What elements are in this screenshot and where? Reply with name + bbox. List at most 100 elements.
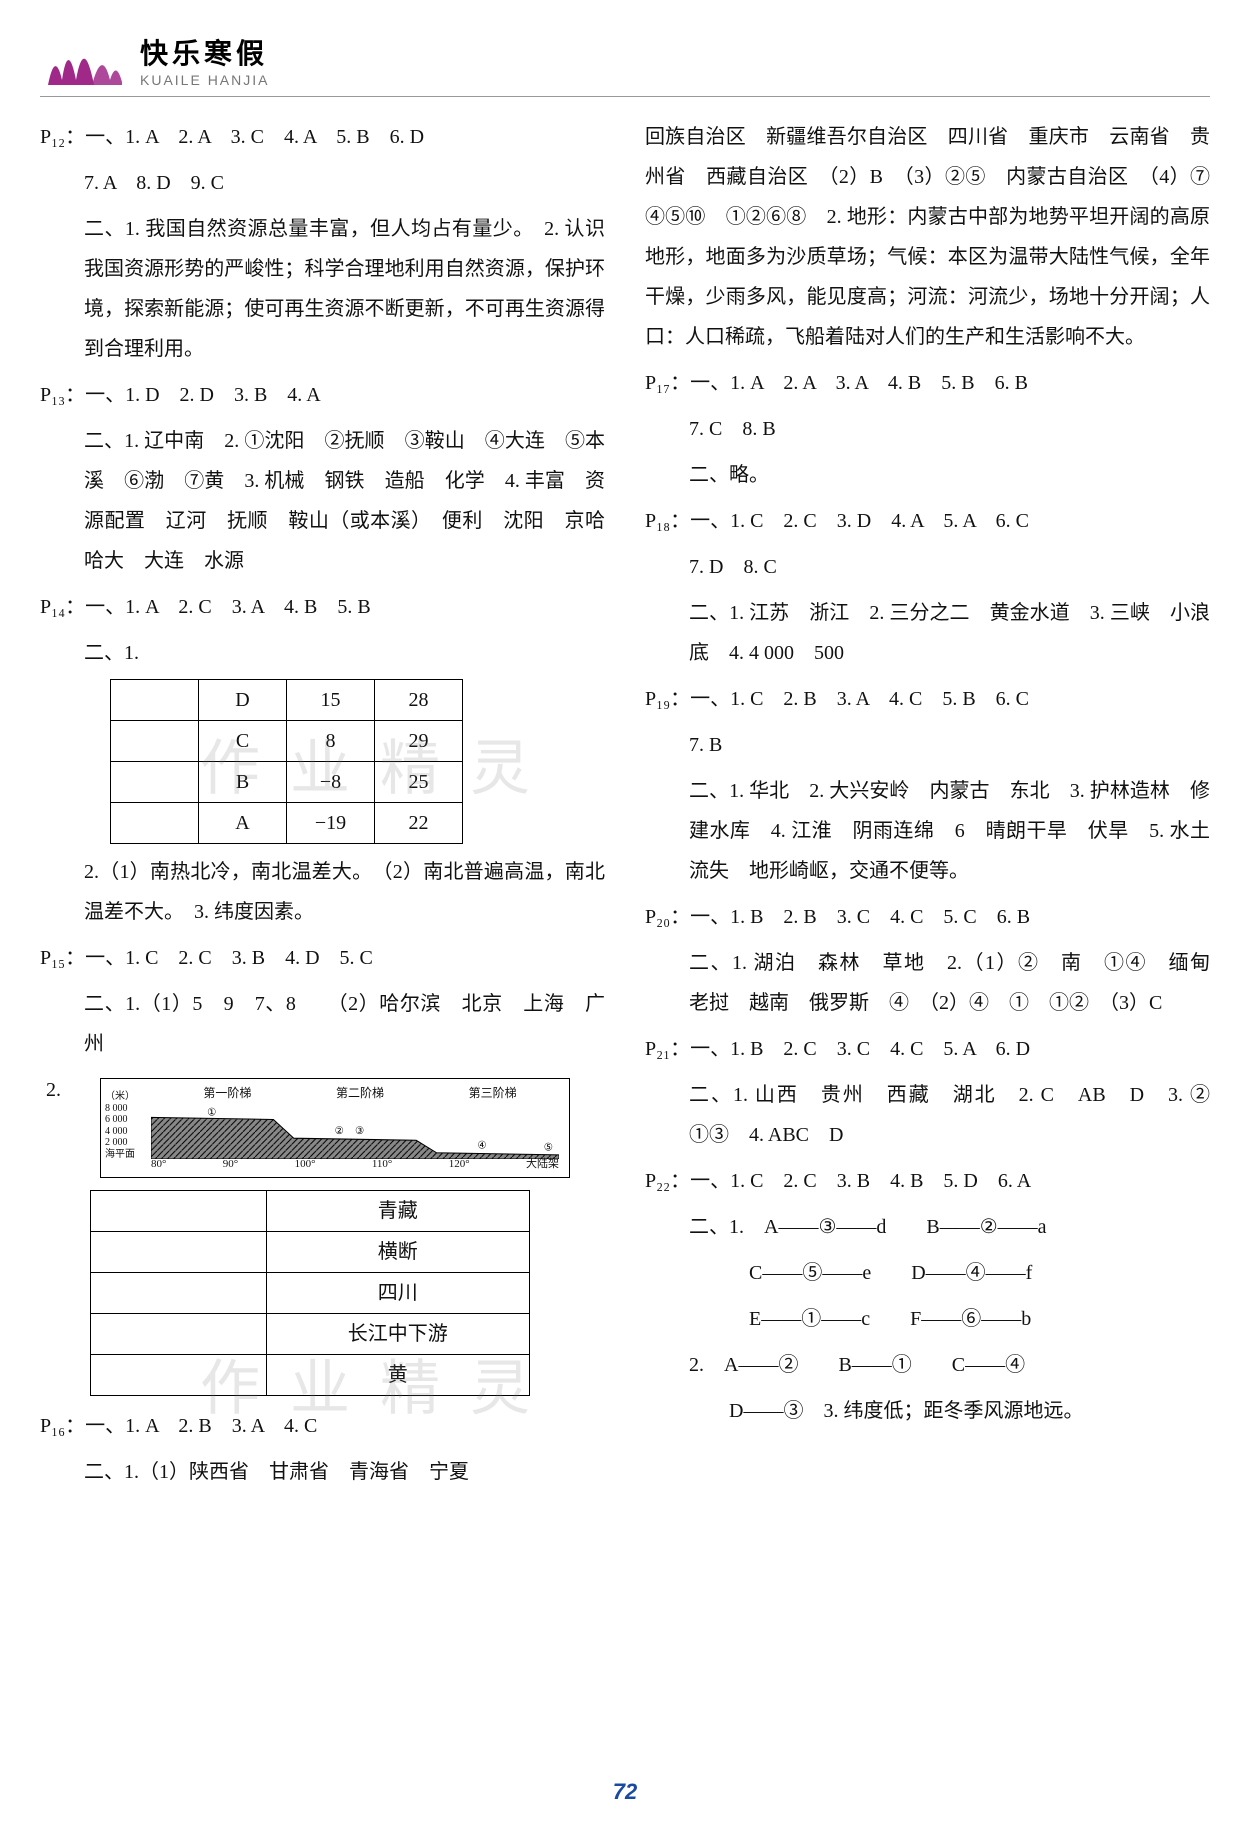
svg-text:②: ② xyxy=(335,1126,344,1137)
terrain-shape: ① ② ③ ④ ⑤ xyxy=(151,1107,559,1159)
p12-line2: 7. A 8. D 9. C xyxy=(40,163,605,203)
page-number: 72 xyxy=(0,1779,1250,1805)
right-continuation: 回族自治区 新疆维吾尔自治区 四川省 重庆市 云南省 贵州省 西藏自治区 （2）… xyxy=(645,117,1210,357)
p15-line2: 二、1.（1）5 9 7、8 （2）哈尔滨 北京 上海 广州 xyxy=(40,984,605,1064)
cell xyxy=(91,1355,267,1396)
p13-label: P₁₃： xyxy=(40,384,85,406)
p15-label: P₁₅： xyxy=(40,947,85,969)
p22-line2: 二、1. A——③——d B——②——a xyxy=(645,1207,1210,1247)
p20-label: P₂₀： xyxy=(645,906,690,928)
svg-text:①: ① xyxy=(207,1107,216,1118)
svg-text:③: ③ xyxy=(355,1126,364,1137)
cell xyxy=(111,803,199,844)
p16-line2: 二、1.（1）陕西省 甘肃省 青海省 宁夏 xyxy=(40,1452,605,1492)
p20-line1: P₂₀：一、1. B 2. B 3. C 4. C 5. C 6. B xyxy=(645,897,1210,937)
p17-line2: 7. C 8. B xyxy=(645,409,1210,449)
p21-ans1: 一、1. B 2. C 3. C 4. C 5. A 6. D xyxy=(690,1038,1030,1060)
left-column: P₁₂：一、1. A 2. A 3. C 4. A 5. B 6. D 7. A… xyxy=(40,117,605,1498)
p12-line1: P₁₂：一、1. A 2. A 3. C 4. A 5. B 6. D xyxy=(40,117,605,157)
p12-line3: 二、1. 我国自然资源总量丰富，但人均占有量少。 2. 认识我国资源形势的严峻性… xyxy=(40,209,605,369)
terrain-xaxis: 80° 90° 100° 110° 120° 大陆架 xyxy=(151,1153,559,1175)
cell: 黄 xyxy=(266,1355,529,1396)
p14-label: P₁₄： xyxy=(40,596,85,618)
table-row: B −8 25 xyxy=(111,762,463,803)
p14-line1: P₁₄：一、1. A 2. C 3. A 4. B 5. B xyxy=(40,587,605,627)
p20-line2: 二、1. 湖泊 森林 草地 2.（1）② 南 ①④ 缅甸 老挝 越南 俄罗斯 ④… xyxy=(645,943,1210,1023)
cell: 15 xyxy=(287,680,375,721)
p19-label: P₁₉： xyxy=(645,688,690,710)
cell: 25 xyxy=(375,762,463,803)
p21-line1: P₂₁：一、1. B 2. C 3. C 4. C 5. A 6. D xyxy=(645,1029,1210,1069)
step-label: 第一阶梯 xyxy=(203,1081,251,1105)
p15-figure-row: 2. 第一阶梯 第二阶梯 第三阶梯 （米） 8 000 6 000 4 000 … xyxy=(40,1070,605,1186)
p12-ans1: 一、1. A 2. A 3. C 4. A 5. B 6. D xyxy=(85,126,424,148)
cell: 横断 xyxy=(266,1232,529,1273)
p14-ans1: 一、1. A 2. C 3. A 4. B 5. B xyxy=(85,596,371,618)
terrain-profile-figure: 第一阶梯 第二阶梯 第三阶梯 （米） 8 000 6 000 4 000 2 0… xyxy=(100,1078,570,1178)
p19-line3: 二、1. 华北 2. 大兴安岭 内蒙古 东北 3. 护林造林 修建水库 4. 江… xyxy=(645,771,1210,891)
p12-label: P₁₂： xyxy=(40,126,85,148)
logo-icon xyxy=(40,30,130,90)
x-label: 90° xyxy=(223,1153,238,1175)
table-row: D 15 28 xyxy=(111,680,463,721)
p19-ans1: 一、1. C 2. B 3. A 4. C 5. B 6. C xyxy=(690,688,1029,710)
cell: A xyxy=(199,803,287,844)
p18-line3: 二、1. 江苏 浙江 2. 三分之二 黄金水道 3. 三峡 小浪底 4. 4 0… xyxy=(645,593,1210,673)
y-label: 2 000 xyxy=(105,1137,135,1149)
table-row: 青藏 xyxy=(91,1191,530,1232)
cell: D xyxy=(199,680,287,721)
cell: C xyxy=(199,721,287,762)
x-label: 100° xyxy=(295,1153,316,1175)
x-label: 110° xyxy=(372,1153,393,1175)
y-label: 海平面 xyxy=(105,1149,135,1161)
p18-line2: 7. D 8. C xyxy=(645,547,1210,587)
cell: 29 xyxy=(375,721,463,762)
p17-line3: 二、略。 xyxy=(645,455,1210,495)
table-row: C 8 29 xyxy=(111,721,463,762)
p18-line1: P₁₈：一、1. C 2. C 3. D 4. A 5. A 6. C xyxy=(645,501,1210,541)
cell xyxy=(91,1191,267,1232)
cell xyxy=(91,1273,267,1314)
p16-ans1: 一、1. A 2. B 3. A 4. C xyxy=(85,1415,317,1437)
step-label: 第二阶梯 xyxy=(336,1081,384,1105)
p22-line1: P₂₂：一、1. C 2. C 3. B 4. B 5. D 6. A xyxy=(645,1161,1210,1201)
p16-line1: P₁₆：一、1. A 2. B 3. A 4. C xyxy=(40,1406,605,1446)
table-row: 长江中下游 xyxy=(91,1314,530,1355)
p14-table: D 15 28 C 8 29 B −8 25 A −19 22 xyxy=(110,679,463,844)
p22-ans1: 一、1. C 2. C 3. B 4. B 5. D 6. A xyxy=(690,1170,1031,1192)
p19-line2: 7. B xyxy=(645,725,1210,765)
header-title-pinyin: KUAILE HANJIA xyxy=(140,72,269,88)
p21-label: P₂₁： xyxy=(645,1038,690,1060)
p13-ans1: 一、1. D 2. D 3. B 4. A xyxy=(85,384,321,406)
cell xyxy=(111,721,199,762)
p22-label: P₂₂： xyxy=(645,1170,690,1192)
x-label: 120° xyxy=(449,1153,470,1175)
terrain-yaxis: （米） 8 000 6 000 4 000 2 000 海平面 xyxy=(105,1091,135,1160)
p18-ans1: 一、1. C 2. C 3. D 4. A 5. A 6. C xyxy=(690,510,1029,532)
table-row: 四川 xyxy=(91,1273,530,1314)
p22-line4: E——①——c F——⑥——b xyxy=(645,1299,1210,1339)
p19-line1: P₁₉：一、1. C 2. B 3. A 4. C 5. B 6. C xyxy=(645,679,1210,719)
table-row: 黄 xyxy=(91,1355,530,1396)
cell: 四川 xyxy=(266,1273,529,1314)
p21-line2: 二、1. 山西 贵州 西藏 湖北 2. C AB D 3. ② ①③ 4. AB… xyxy=(645,1075,1210,1155)
header-title-cn: 快乐寒假 xyxy=(140,32,269,72)
svg-text:④: ④ xyxy=(477,1141,486,1152)
p17-line1: P₁₇：一、1. A 2. A 3. A 4. B 5. B 6. B xyxy=(645,363,1210,403)
cell: 28 xyxy=(375,680,463,721)
cell: 青藏 xyxy=(266,1191,529,1232)
p13-line2: 二、1. 辽中南 2. ①沈阳 ②抚顺 ③鞍山 ④大连 ⑤本溪 ⑥渤 ⑦黄 3.… xyxy=(40,421,605,581)
cell: B xyxy=(199,762,287,803)
right-column: 回族自治区 新疆维吾尔自治区 四川省 重庆市 云南省 贵州省 西藏自治区 （2）… xyxy=(645,117,1210,1498)
cell: 22 xyxy=(375,803,463,844)
p14-line3: 2.（1）南热北冷，南北温差大。 （2）南北普遍高温，南北温差不大。 3. 纬度… xyxy=(40,852,605,932)
y-label: 8 000 xyxy=(105,1103,135,1115)
y-label: 4 000 xyxy=(105,1126,135,1138)
cell xyxy=(91,1314,267,1355)
p20-ans1: 一、1. B 2. B 3. C 4. C 5. C 6. B xyxy=(690,906,1030,928)
cell: −19 xyxy=(287,803,375,844)
p22-line3: C——⑤——e D——④——f xyxy=(645,1253,1210,1293)
p16-label: P₁₆： xyxy=(40,1415,85,1437)
header-text: 快乐寒假 KUAILE HANJIA xyxy=(140,32,269,88)
p22-line5: 2. A——② B——① C——④ xyxy=(645,1345,1210,1385)
